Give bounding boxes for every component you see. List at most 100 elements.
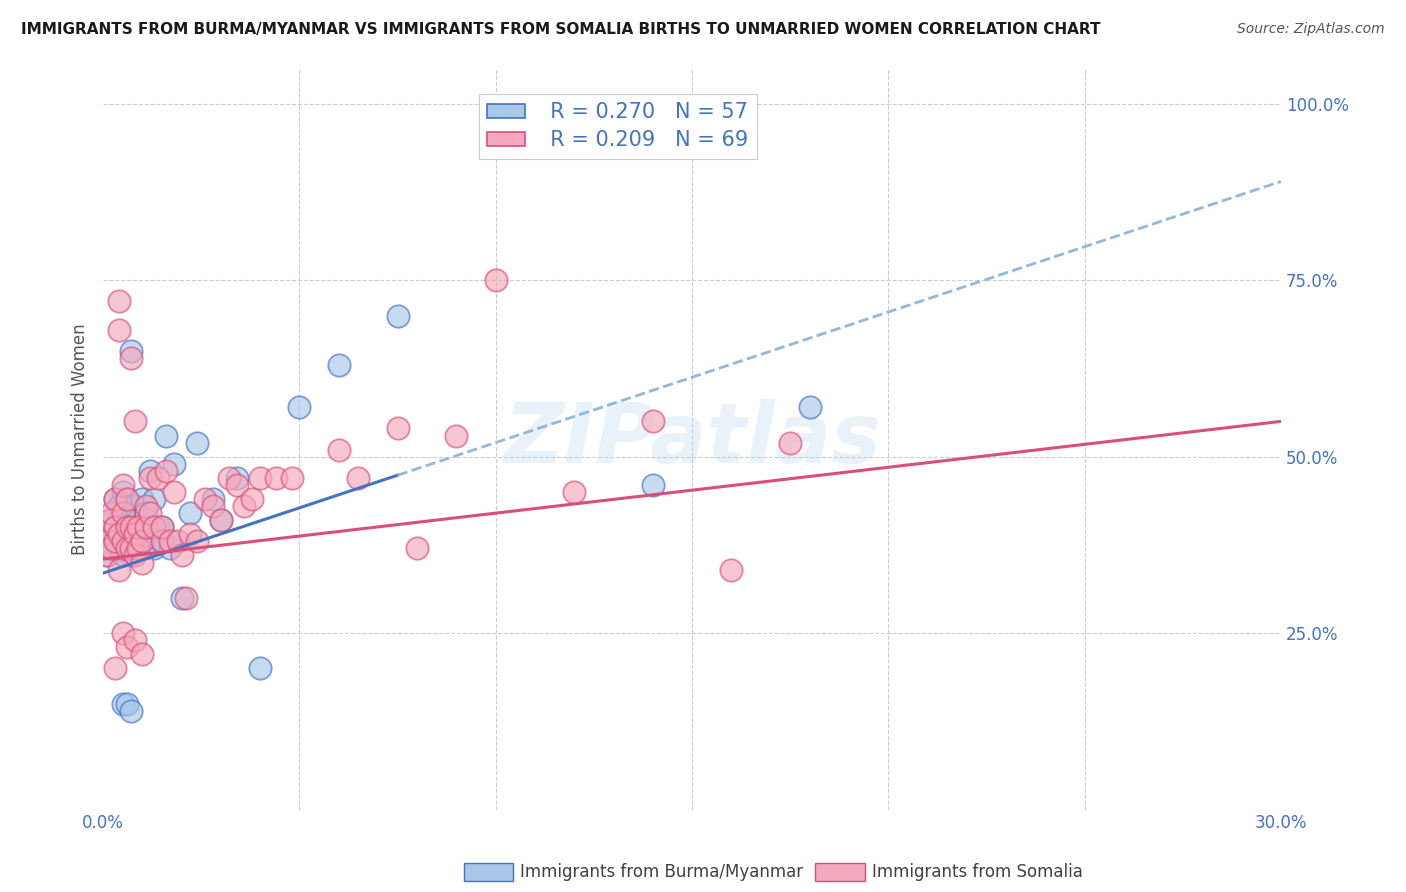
- Point: [406, 541, 429, 556]
- Point: [179, 527, 201, 541]
- Point: [124, 541, 146, 556]
- Point: [104, 661, 127, 675]
- Point: [108, 294, 131, 309]
- Point: [202, 491, 225, 506]
- Y-axis label: Births to Unmarried Women: Births to Unmarried Women: [72, 323, 89, 555]
- Point: [641, 478, 664, 492]
- Point: [202, 499, 225, 513]
- Text: Immigrants from Burma/Myanmar: Immigrants from Burma/Myanmar: [520, 863, 803, 881]
- Text: Immigrants from Somalia: Immigrants from Somalia: [872, 863, 1083, 881]
- Point: [249, 471, 271, 485]
- Point: [115, 491, 138, 506]
- Point: [131, 534, 153, 549]
- Point: [108, 323, 131, 337]
- Point: [159, 541, 181, 556]
- Point: [120, 527, 142, 541]
- Point: [104, 520, 127, 534]
- Point: [100, 541, 122, 556]
- Point: [288, 401, 311, 415]
- Point: [108, 563, 131, 577]
- Point: [124, 499, 146, 513]
- Point: [108, 527, 131, 541]
- Point: [111, 534, 134, 549]
- Point: [328, 358, 350, 372]
- Point: [96, 541, 118, 556]
- Point: [120, 351, 142, 365]
- Point: [124, 520, 146, 534]
- Point: [135, 499, 157, 513]
- Point: [111, 478, 134, 492]
- Point: [163, 485, 186, 500]
- Point: [779, 435, 801, 450]
- Point: [127, 513, 149, 527]
- Point: [139, 506, 162, 520]
- Point: [120, 343, 142, 358]
- Point: [104, 534, 127, 549]
- Point: [111, 506, 134, 520]
- Point: [120, 541, 142, 556]
- Point: [562, 485, 585, 500]
- Point: [170, 591, 193, 605]
- Point: [264, 471, 287, 485]
- Point: [143, 491, 166, 506]
- Point: [96, 549, 118, 563]
- Point: [139, 464, 162, 478]
- Point: [186, 435, 208, 450]
- Point: [387, 309, 409, 323]
- Point: [194, 491, 217, 506]
- Point: [155, 464, 177, 478]
- Point: [127, 541, 149, 556]
- Point: [98, 513, 121, 527]
- Point: [209, 513, 232, 527]
- Point: [100, 513, 122, 527]
- Point: [249, 661, 271, 675]
- Point: [146, 520, 169, 534]
- Point: [135, 527, 157, 541]
- Point: [115, 640, 138, 655]
- Point: [131, 556, 153, 570]
- Point: [240, 491, 263, 506]
- Point: [115, 520, 138, 534]
- Point: [159, 534, 181, 549]
- Point: [108, 541, 131, 556]
- Text: IMMIGRANTS FROM BURMA/MYANMAR VS IMMIGRANTS FROM SOMALIA BIRTHS TO UNMARRIED WOM: IMMIGRANTS FROM BURMA/MYANMAR VS IMMIGRA…: [21, 22, 1101, 37]
- Point: [124, 549, 146, 563]
- Point: [96, 549, 118, 563]
- Text: ZIPatlas: ZIPatlas: [503, 399, 882, 480]
- Point: [115, 520, 138, 534]
- Point: [115, 491, 138, 506]
- Point: [174, 591, 197, 605]
- Text: Source: ZipAtlas.com: Source: ZipAtlas.com: [1237, 22, 1385, 37]
- Point: [124, 633, 146, 648]
- Point: [146, 471, 169, 485]
- Point: [641, 414, 664, 428]
- Point: [446, 428, 468, 442]
- Point: [135, 520, 157, 534]
- Point: [485, 273, 508, 287]
- Point: [111, 549, 134, 563]
- Point: [131, 491, 153, 506]
- Point: [347, 471, 370, 485]
- Point: [163, 457, 186, 471]
- Point: [150, 534, 173, 549]
- Point: [186, 534, 208, 549]
- Point: [108, 499, 131, 513]
- Point: [799, 401, 821, 415]
- Point: [120, 549, 142, 563]
- Point: [143, 541, 166, 556]
- Point: [98, 534, 121, 549]
- Point: [111, 513, 134, 527]
- Point: [104, 534, 127, 549]
- Point: [179, 506, 201, 520]
- Point: [115, 541, 138, 556]
- Point: [100, 541, 122, 556]
- Point: [135, 506, 157, 520]
- Point: [115, 697, 138, 711]
- Point: [115, 541, 138, 556]
- Point: [111, 485, 134, 500]
- Point: [225, 471, 247, 485]
- Point: [131, 647, 153, 661]
- Point: [225, 478, 247, 492]
- Point: [170, 549, 193, 563]
- Point: [139, 471, 162, 485]
